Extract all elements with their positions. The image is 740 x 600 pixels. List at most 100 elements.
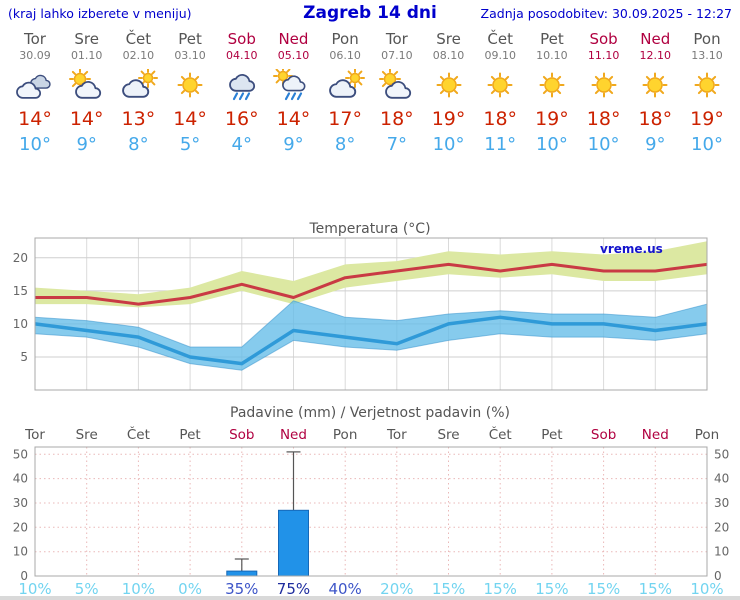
day-column-13.10: Pon 13.10 19° 10°: [680, 30, 734, 155]
sunny-weather-icon: [436, 72, 462, 98]
day-date: 09.10: [484, 49, 516, 62]
precip-day-label: Pet: [541, 427, 563, 443]
sunny-weather-icon: [487, 72, 513, 98]
day-name: Ned: [640, 30, 671, 48]
precip-axis-tick-label: 0: [20, 569, 28, 580]
day-low-temp: 4°: [231, 134, 252, 155]
precip-probability: 40%: [328, 580, 362, 598]
precip-probability: 0%: [178, 580, 202, 598]
precip-day-label: Pon: [332, 427, 358, 443]
day-low-temp: 8°: [334, 134, 356, 155]
precip-day-label: Pet: [179, 427, 201, 443]
precip-probability: 15%: [535, 580, 569, 598]
precip-day-label: Sob: [590, 427, 617, 443]
day-column-07.10: Tor 07.10 18° 7°: [370, 30, 424, 155]
day-date: 07.10: [381, 49, 413, 62]
temp-max-line: [35, 262, 708, 306]
page-title: Zagreb 14 dni: [303, 3, 437, 23]
day-column-12.10: Ned 12.10 18° 9°: [628, 30, 682, 155]
precip-probability-row: 10% 5% 10% 0% 35% 75% 40% 20% 15% 15% 15% 15% 15% 10%: [0, 580, 740, 598]
cloudy-weather-icon: [16, 74, 51, 99]
sunny-weather-icon: [539, 72, 565, 98]
day-column-04.10: Sob 04.10 16° 4°: [215, 30, 269, 155]
day-date: 30.09: [19, 49, 51, 62]
daily-forecast-strip: Tor 30.09 14° 10° Sre 01.10 14° 9° Čet 02.10 13° 8°…: [0, 30, 740, 172]
day-name: Tor: [385, 30, 408, 48]
last-updated: Zadnja posodobitev: 30.09.2025 - 12:27: [480, 6, 732, 21]
precipitation-chart-title: Padavine (mm) / Verjetnost padavin (%): [230, 405, 510, 421]
day-low-temp: 10°: [691, 134, 723, 155]
temp-chart-frame: [34, 237, 708, 391]
day-high-temp: 19°: [690, 108, 724, 130]
precip-axis-tick-label: 0: [714, 569, 722, 580]
partly-weather-icon: [378, 68, 411, 99]
precip-probability: 10%: [18, 580, 52, 598]
precip-probability: 15%: [431, 580, 466, 598]
sunny-weather-icon: [591, 72, 617, 98]
precip-day-label: Sre: [75, 427, 98, 443]
precip-probability: 5%: [74, 580, 99, 598]
day-name: Čet: [125, 30, 152, 48]
day-high-temp: 18°: [586, 108, 621, 130]
day-name: Čet: [487, 30, 514, 48]
day-low-temp: 5°: [179, 134, 201, 155]
precip-axis-tick-label: 10: [13, 545, 28, 559]
day-date: 08.10: [432, 49, 465, 62]
day-date: 12.10: [639, 49, 672, 62]
day-column-05.10: Ned 05.10 14° 9°: [266, 30, 320, 155]
temperature-chart: 5 10 15 20 vreme.us: [13, 237, 708, 391]
day-high-temp: 18°: [380, 108, 414, 130]
precip-day-label: Sre: [437, 427, 460, 443]
precip-day-label: Ned: [279, 427, 307, 443]
day-column-11.10: Sob 11.10 18° 10°: [577, 30, 631, 155]
day-date: 10.10: [536, 49, 568, 62]
sunny-weather-icon: [642, 72, 668, 98]
day-high-temp: 19°: [535, 108, 569, 130]
precip-chart-frame: [34, 446, 708, 577]
day-column-06.10: Pon 06.10 17° 8°: [318, 30, 372, 155]
precip-axis-tick-label: 20: [13, 520, 28, 534]
precip-day-labels-row: Tor Sre Čet Pet Sob Ned Pon Tor Sre Čet Pet Sob Ned P…: [0, 427, 740, 443]
precip-axis-tick-label: 50: [714, 447, 729, 461]
day-column-02.10: Čet 02.10 13° 8°: [111, 30, 165, 155]
day-name: Sre: [74, 30, 99, 48]
day-date: 01.10: [70, 49, 103, 62]
sunny-weather-icon: [694, 72, 720, 98]
day-high-temp: 14°: [173, 108, 207, 130]
precip-day-label: Pon: [694, 427, 720, 443]
day-date: 06.10: [329, 49, 361, 62]
day-name: Sob: [227, 30, 256, 48]
day-date: 02.10: [122, 49, 155, 62]
day-column-09.10: Čet 09.10 18° 11°: [473, 30, 527, 155]
day-name: Pet: [178, 30, 202, 48]
day-high-temp: 17°: [328, 108, 362, 130]
day-date: 03.10: [174, 49, 206, 62]
precip-day-label: Sob: [229, 427, 255, 443]
day-column-03.10: Pet 03.10 14° 5°: [163, 30, 217, 155]
day-high-temp: 18°: [483, 108, 518, 130]
day-low-temp: 10°: [19, 134, 51, 155]
day-date: 13.10: [691, 49, 723, 62]
precip-bar: [278, 509, 309, 577]
day-date: 05.10: [277, 49, 310, 62]
day-low-temp: 10°: [432, 134, 465, 155]
precip-axis-tick-label: 40: [714, 472, 729, 486]
day-high-temp: 13°: [121, 108, 156, 130]
horizontal-scrollbar-track[interactable]: [0, 596, 740, 600]
precip-axis-tick-label: 20: [714, 520, 729, 534]
precip-probability: 35%: [225, 580, 259, 598]
day-name: Pon: [331, 30, 359, 48]
precip-axis-tick-label: 30: [13, 496, 28, 510]
precip-day-label: Tor: [25, 427, 45, 443]
precip-bar: [226, 570, 258, 577]
temperature-chart-title: Temperatura (°C): [309, 221, 431, 237]
day-low-temp: 9°: [283, 134, 304, 155]
sun-rain-weather-icon: [273, 66, 306, 101]
day-high-temp: 18°: [638, 108, 673, 130]
day-low-temp: 11°: [484, 134, 517, 155]
day-column-01.10: Sre 01.10 14° 9°: [60, 30, 114, 155]
day-name: Sre: [436, 30, 461, 48]
partly-weather-icon: [68, 68, 101, 99]
day-low-temp: 8°: [128, 134, 149, 155]
